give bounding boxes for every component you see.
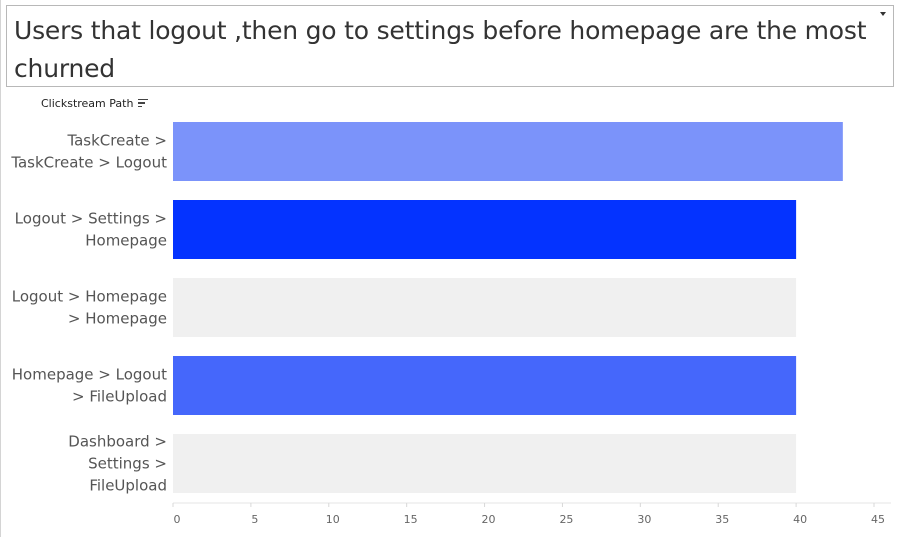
- caret-down-icon[interactable]: [880, 12, 886, 16]
- x-tick-label-15: 15: [404, 513, 418, 526]
- x-tick-label-5: 5: [251, 513, 258, 526]
- bar-5[interactable]: [173, 434, 797, 493]
- x-tick-label-45: 45: [871, 513, 885, 526]
- chart-title: Users that logout ,then go to settings b…: [14, 16, 867, 83]
- x-tick-label-20: 20: [482, 513, 496, 526]
- chart-title-box[interactable]: Users that logout ,then go to settings b…: [6, 5, 894, 87]
- category-label-1: TaskCreate > TaskCreate > Logout: [10, 132, 167, 172]
- x-tick-label-30: 30: [637, 513, 651, 526]
- bar-4[interactable]: [173, 356, 797, 415]
- x-tick-label-35: 35: [715, 513, 729, 526]
- bar-2[interactable]: [173, 200, 797, 259]
- category-label-2: Logout > Settings > Homepage: [15, 210, 167, 250]
- x-tick-label-10: 10: [326, 513, 340, 526]
- bar-3[interactable]: [173, 278, 797, 337]
- category-label-4: Homepage > Logout > FileUpload: [12, 366, 167, 406]
- category-label-5: Dashboard > Settings > FileUpload: [68, 433, 167, 495]
- bar-1[interactable]: [173, 122, 843, 181]
- x-tick-label-0: 0: [174, 513, 181, 526]
- column-header[interactable]: Clickstream Path: [41, 95, 149, 111]
- column-header-label: Clickstream Path: [41, 96, 134, 110]
- category-label-3: Logout > Homepage > Homepage: [12, 288, 167, 328]
- x-tick-label-25: 25: [559, 513, 573, 526]
- x-tick-label-40: 40: [793, 513, 807, 526]
- sort-descending-icon[interactable]: [138, 98, 149, 108]
